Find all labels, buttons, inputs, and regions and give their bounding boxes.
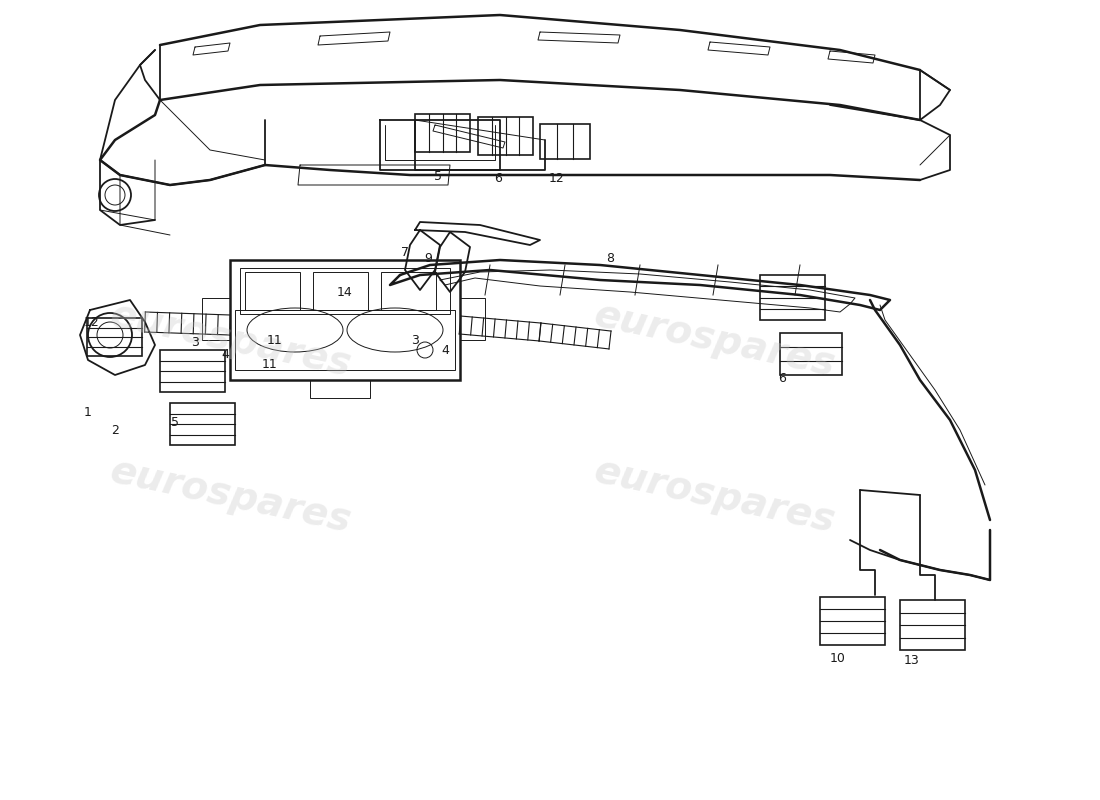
Bar <box>235 310 455 370</box>
Text: 6: 6 <box>494 171 502 185</box>
Text: 12: 12 <box>549 171 565 185</box>
Bar <box>202 298 230 340</box>
Text: eurospares: eurospares <box>107 296 355 384</box>
Text: 11: 11 <box>267 334 283 346</box>
Bar <box>415 114 470 152</box>
Text: 11: 11 <box>262 358 278 371</box>
Bar <box>240 268 450 314</box>
Text: 9: 9 <box>425 251 432 265</box>
Text: 3: 3 <box>411 334 419 346</box>
Bar <box>230 260 460 380</box>
Bar <box>540 124 590 159</box>
Bar <box>460 298 485 340</box>
Text: 13: 13 <box>904 654 920 666</box>
Text: 4: 4 <box>221 349 229 362</box>
Text: 14: 14 <box>337 286 353 298</box>
Text: 3: 3 <box>191 337 199 350</box>
Bar <box>170 403 235 445</box>
Text: 4: 4 <box>441 343 449 357</box>
Bar <box>160 350 226 392</box>
Bar <box>760 275 825 320</box>
Bar <box>381 272 436 310</box>
Text: 7: 7 <box>402 246 409 258</box>
Text: eurospares: eurospares <box>591 452 839 540</box>
Text: 5: 5 <box>434 170 442 182</box>
Bar <box>87 318 142 356</box>
Text: 8: 8 <box>606 251 614 265</box>
Text: eurospares: eurospares <box>591 296 839 384</box>
Text: 2: 2 <box>111 423 119 437</box>
Bar <box>245 272 300 310</box>
Bar <box>780 333 842 375</box>
Text: 5: 5 <box>170 415 179 429</box>
Text: 6: 6 <box>778 373 785 386</box>
Bar <box>314 272 369 310</box>
Bar <box>900 600 965 650</box>
Bar <box>310 380 370 398</box>
Text: 1: 1 <box>84 406 92 418</box>
Text: 12: 12 <box>84 315 100 329</box>
Text: eurospares: eurospares <box>107 452 355 540</box>
Bar <box>478 117 534 155</box>
Bar <box>820 597 886 645</box>
Text: 10: 10 <box>830 651 846 665</box>
